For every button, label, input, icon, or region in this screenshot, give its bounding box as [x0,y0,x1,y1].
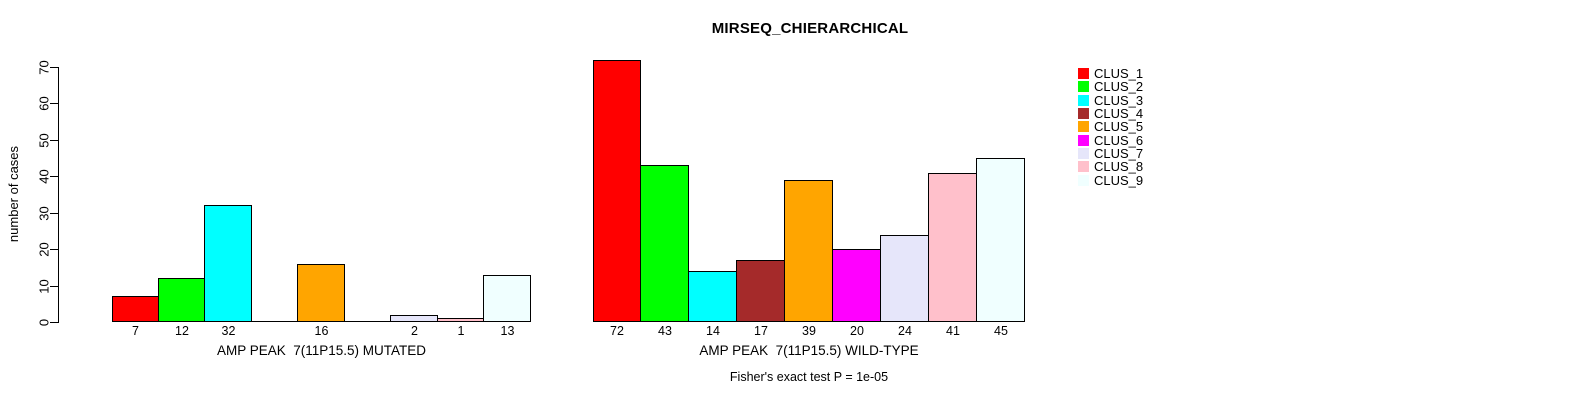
bar-value-label: 17 [754,324,768,338]
bar-value-label: 14 [706,324,720,338]
legend-item: CLUS_8 [1078,160,1143,173]
bar-value-label: 41 [946,324,960,338]
fishers-test-caption: Fisher's exact test P = 1e-05 [729,370,889,384]
y-axis-title: number of cases [6,145,21,243]
bar-value-label: 43 [658,324,672,338]
x-axis-label-mutated: AMP PEAK 7(11P15.5) MUTATED [216,343,427,358]
bar-value-label: 24 [898,324,912,338]
bar-clus_2 [640,165,689,322]
legend-swatch [1078,147,1089,159]
bar-clus_9 [483,275,531,322]
y-axis-tick-label: 10 [36,279,52,294]
legend-item: CLUS_9 [1078,172,1144,188]
y-axis-tick-label: 70 [36,60,52,75]
y-axis-tick [50,249,58,250]
bar-value-label: 72 [610,324,624,338]
legend-label: CLUS_3 [1094,92,1144,108]
legend-item: CLUS_5 [1078,120,1143,133]
bar-value-label: 1 [457,324,465,338]
bar-group-wild-type: AMP PEAK 7(11P15.5) WILD-TYPE 72 43 14 17 39… [593,60,1025,358]
bar-clus_5 [784,180,833,322]
legend-swatch [1078,161,1089,173]
y-axis-tick [50,103,58,104]
legend-label: CLUS_7 [1094,145,1144,161]
legend-swatch [1078,81,1089,93]
bar-clus_3 [688,271,737,322]
bar-value-label: 16 [314,324,329,338]
bar-value-label: 13 [500,324,515,338]
chart-title: MIRSEQ_CHIERARCHICAL [711,20,909,37]
y-axis-tick-label: 40 [36,169,52,184]
y-axis-tick [50,67,58,68]
legend-label: CLUS_9 [1094,172,1144,188]
legend-label: CLUS_8 [1094,159,1144,175]
legend-swatch [1078,68,1089,80]
bar-value-label: 12 [175,324,189,338]
legend-label: CLUS_2 [1094,79,1144,95]
bar-value-label: 20 [850,324,864,338]
bar-clus_9 [976,158,1025,322]
bar-clus_4 [736,260,785,322]
bar-value-label: 39 [802,324,816,338]
bar-clus_8 [928,173,977,322]
bar-value-label: 7 [132,324,139,338]
y-axis: 0 10 20 30 40 50 60 70 [37,60,59,326]
bar-value-label: 32 [221,324,236,338]
bar-value-label: 45 [994,324,1008,338]
legend-swatch [1078,108,1089,120]
legend-label: CLUS_1 [1094,66,1144,82]
bar-clus_5 [297,264,345,322]
legend-label: CLUS_5 [1094,119,1144,135]
y-axis-tick [50,322,58,323]
bar-group-mutated: AMP PEAK 7(11P15.5) MUTATED 7 12 32 16 2 1 13 [112,67,531,358]
y-axis-tick [50,176,58,177]
y-axis-tick-label: 50 [36,133,52,148]
bar-clus_1 [112,296,159,322]
bar-clus_7 [880,235,929,322]
x-axis-label-wild-type: AMP PEAK 7(11P15.5) WILD-TYPE [699,343,919,358]
bar-clus_2 [158,278,205,322]
bar-clus_1 [593,60,641,322]
y-axis-tick-label: 60 [36,96,52,111]
legend-item: CLUS_4 [1078,107,1143,120]
legend-swatch [1078,134,1089,146]
bar-value-label: 2 [411,324,418,338]
legend-swatch [1078,121,1089,133]
legend-item: CLUS_2 [1078,80,1143,93]
legend-swatch [1078,174,1089,186]
y-axis-tick-label: 20 [36,242,52,257]
y-axis-tick [50,140,58,141]
legend: CLUS_1 CLUS_2 CLUS_3 CLUS_4 CLUS_5 CLUS_6 CLUS… [1078,67,1143,187]
y-axis-tick [50,213,58,214]
bar-clus_6 [832,249,881,322]
legend-item: CLUS_7 [1078,147,1143,160]
bar-clus_8 [437,318,484,322]
y-axis-tick [50,286,58,287]
legend-item: CLUS_6 [1078,132,1144,148]
legend-item: CLUS_1 [1078,67,1143,80]
legend-label: CLUS_6 [1094,132,1144,148]
legend-label: CLUS_4 [1094,106,1144,122]
legend-item: CLUS_3 [1078,94,1143,107]
bar-clus_7 [390,315,438,322]
legend-swatch [1078,94,1089,106]
y-axis-tick-label: 0 [36,318,52,327]
bar-clus_3 [204,205,252,322]
y-axis-tick-label: 30 [36,206,52,221]
